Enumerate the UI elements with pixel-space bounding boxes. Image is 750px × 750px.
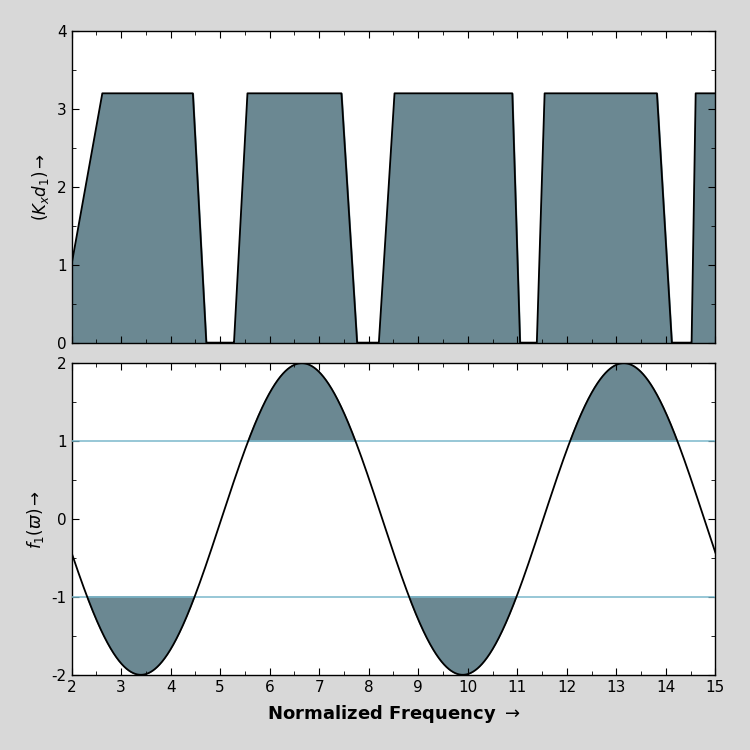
X-axis label: Normalized Frequency $\rightarrow$: Normalized Frequency $\rightarrow$: [266, 703, 520, 725]
Y-axis label: $f_1(\varpi) \rightarrow$: $f_1(\varpi) \rightarrow$: [25, 490, 46, 548]
Y-axis label: $(K_x d_1) \rightarrow$: $(K_x d_1) \rightarrow$: [30, 153, 51, 220]
